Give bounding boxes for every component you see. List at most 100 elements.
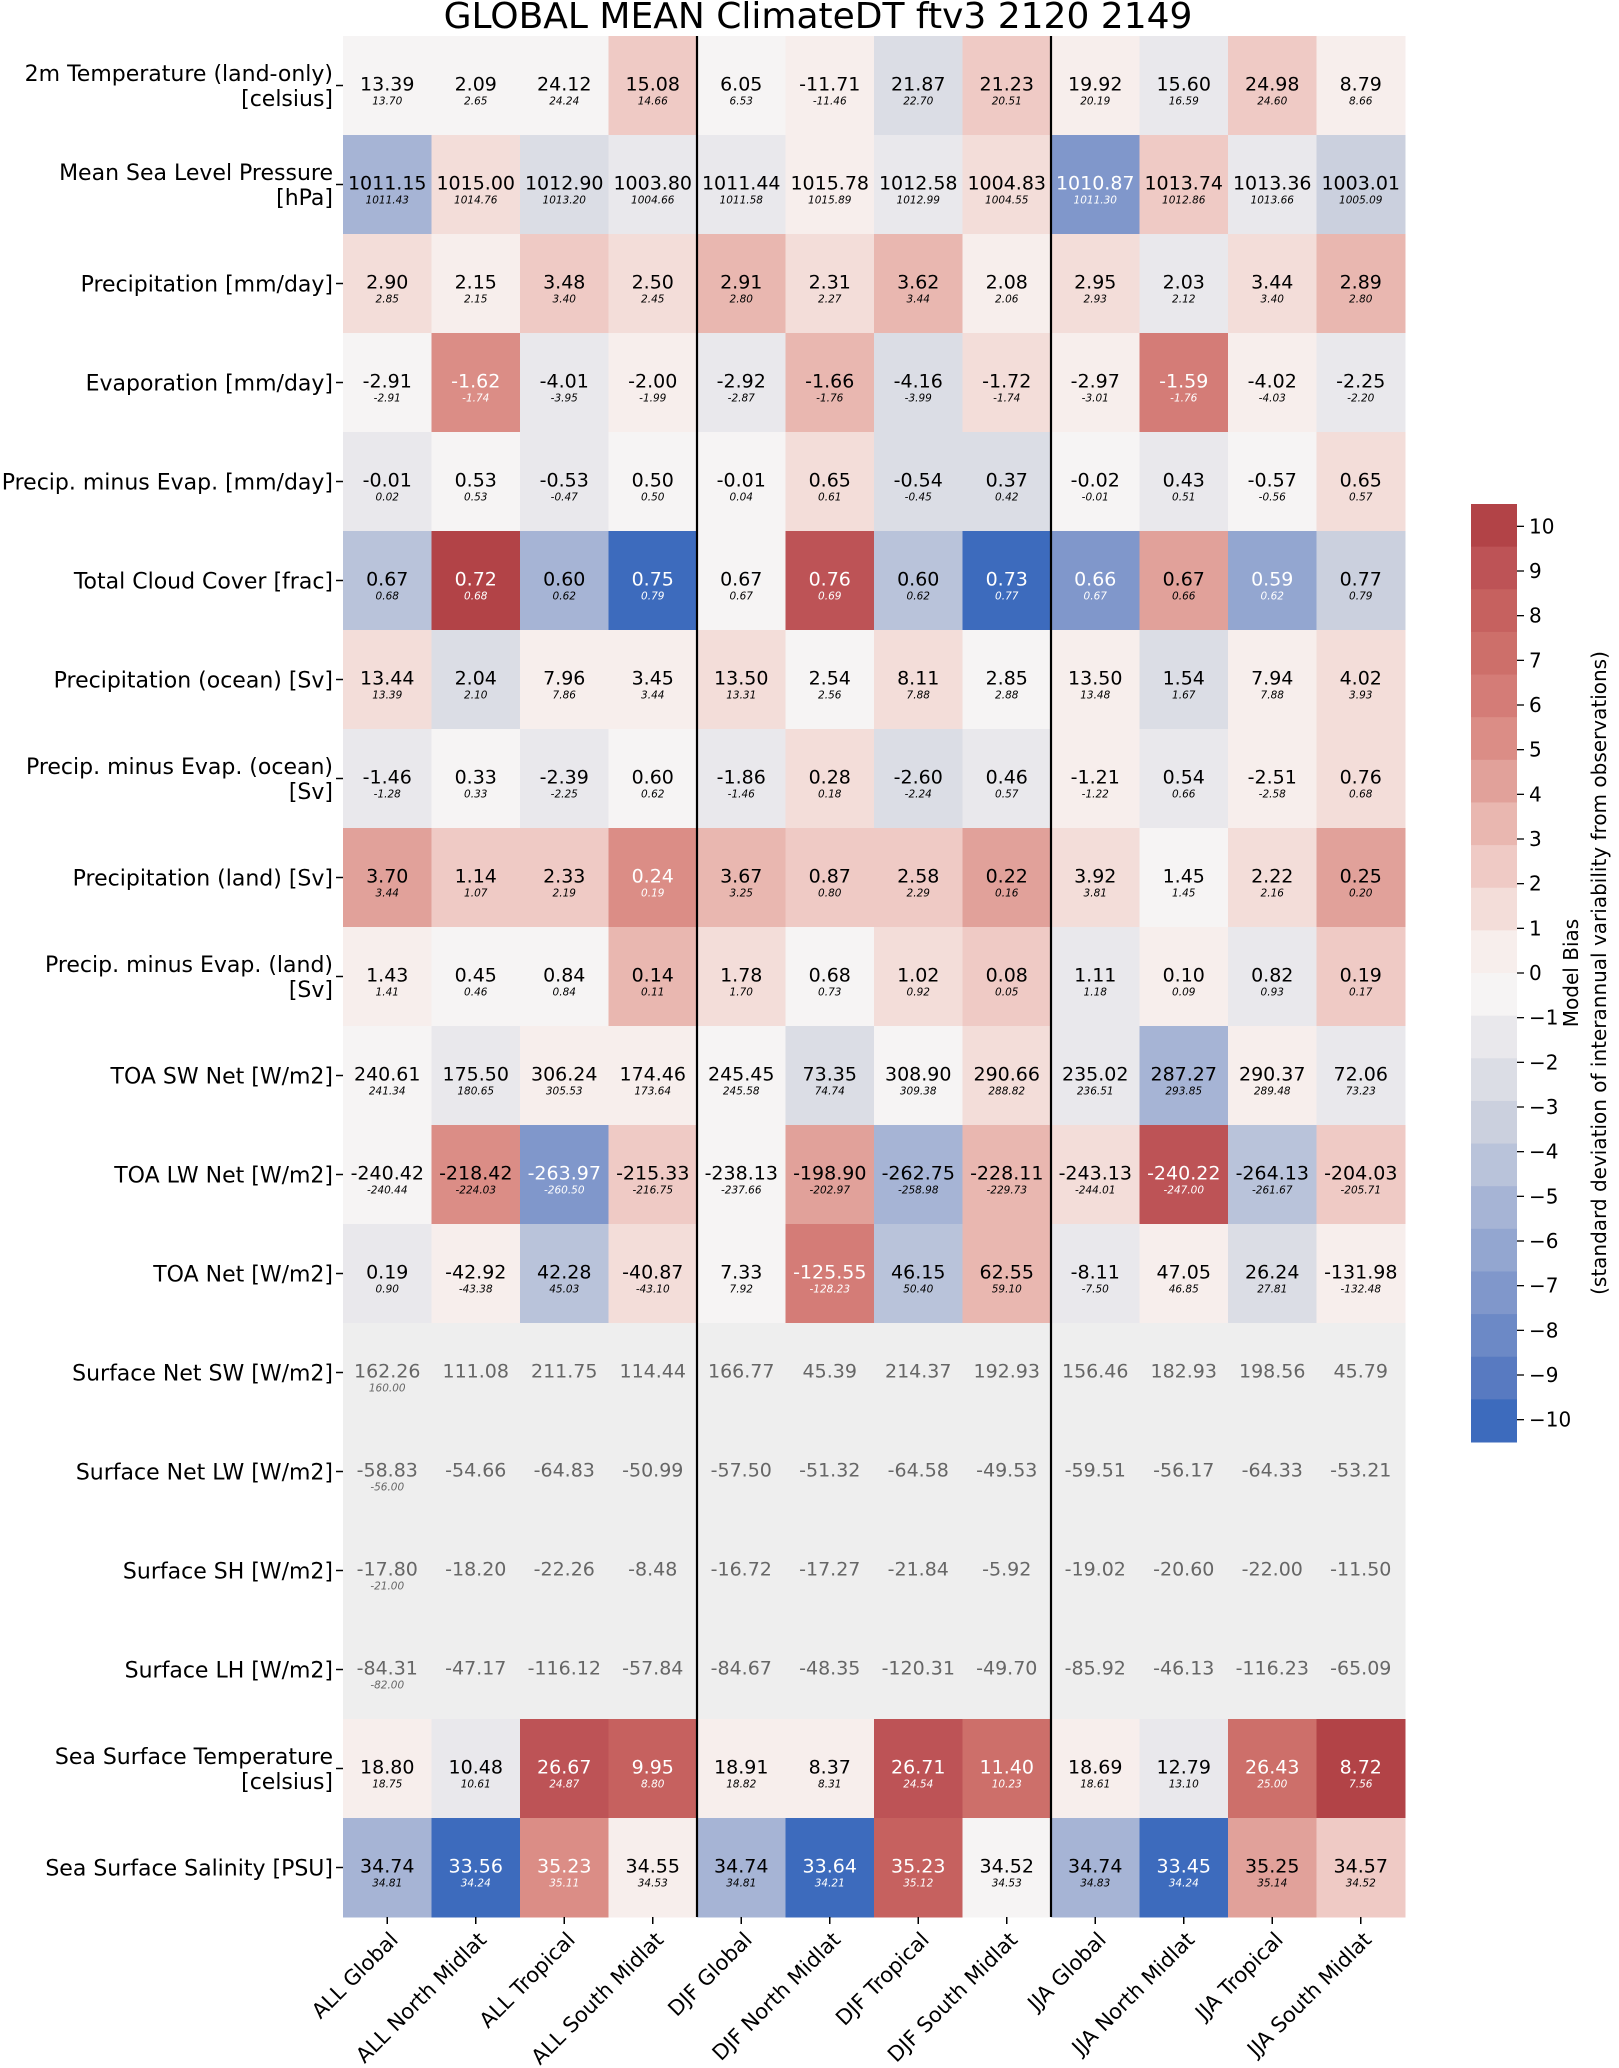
cell-value: 13.44 [360, 668, 414, 690]
heatmap-cell [874, 234, 963, 334]
heatmap-cell [431, 729, 521, 829]
heatmap-cell [874, 1521, 963, 1621]
heatmap-cell [785, 432, 875, 532]
cell-value: 2.95 [1074, 272, 1116, 294]
heatmap-cell [1316, 1026, 1406, 1126]
heatmap-cell [520, 432, 609, 532]
heatmap-cell [697, 1818, 786, 1918]
heatmap-cell [785, 729, 875, 829]
cell-value: 18.91 [714, 1757, 768, 1779]
heatmap-cell [608, 333, 698, 433]
cell-value: -18.20 [445, 1559, 506, 1581]
colorbar-tick-label: 9 [1529, 559, 1542, 583]
cell-reference-value: 0.69 [818, 591, 842, 603]
heatmap-cell [874, 36, 963, 136]
cell-value: -64.58 [888, 1460, 949, 1482]
heatmap-cell [962, 1818, 1052, 1918]
cell-value: -19.02 [1065, 1559, 1126, 1581]
cell-reference-value: 2.80 [730, 294, 754, 306]
cell-value: 2.50 [632, 272, 674, 294]
colorbar-segment [1471, 1314, 1517, 1358]
cell-value: -4.01 [540, 371, 589, 393]
cell-value: 2.58 [897, 866, 939, 888]
cell-value: -85.92 [1065, 1658, 1126, 1680]
cell-reference-value: -3.95 [551, 393, 578, 405]
heatmap-cell [431, 1422, 521, 1522]
heatmap-cell [608, 1323, 698, 1423]
cell-reference-value: 0.17 [1349, 987, 1373, 999]
heatmap-cell [1316, 630, 1406, 730]
cell-value: 0.10 [1163, 965, 1205, 987]
heatmap-cell [608, 927, 698, 1027]
cell-reference-value: 7.88 [907, 690, 931, 702]
cell-reference-value: 1015.89 [808, 195, 852, 207]
cell-value: -116.12 [528, 1658, 601, 1680]
cell-value: 33.45 [1157, 1856, 1211, 1878]
heatmap-cell [1139, 630, 1229, 730]
cell-value: 26.43 [1245, 1757, 1299, 1779]
cell-reference-value: 2.10 [464, 690, 488, 702]
heatmap-cell [1316, 1125, 1406, 1225]
cell-reference-value: 0.84 [553, 987, 576, 999]
cell-value: 2.22 [1251, 866, 1293, 888]
cell-value: -20.60 [1153, 1559, 1214, 1581]
row-label: 2m Temperature (land-only) [25, 62, 333, 87]
cell-reference-value: 0.46 [464, 987, 488, 999]
cell-value: 6.05 [720, 74, 762, 96]
cell-reference-value: 0.62 [553, 591, 577, 603]
heatmap-cell [520, 630, 609, 730]
heatmap-cell [608, 1719, 698, 1819]
cell-reference-value: 1.67 [1172, 690, 1196, 702]
colorbar-tick-label: −9 [1529, 1363, 1558, 1387]
heatmap-cell [1228, 1026, 1317, 1126]
cell-reference-value: 1004.66 [631, 195, 675, 207]
cell-reference-value: -261.67 [1252, 1185, 1293, 1197]
heatmap-cell [520, 333, 609, 433]
cell-value: 12.79 [1157, 1757, 1211, 1779]
cell-value: 3.70 [366, 866, 408, 888]
row-label: [celsius] [241, 87, 333, 112]
cell-reference-value: 3.25 [730, 888, 754, 900]
cell-value: 211.75 [531, 1361, 597, 1383]
cell-reference-value: 0.62 [1261, 591, 1285, 603]
cell-reference-value: 24.54 [903, 1779, 933, 1791]
cell-reference-value: 0.51 [1172, 492, 1195, 504]
cell-value: -49.53 [976, 1460, 1037, 1482]
row-labels: 2m Temperature (land-only)[celsius]Mean … [2, 62, 343, 1882]
cell-value: -4.16 [894, 371, 943, 393]
heatmap-cell [1228, 1719, 1317, 1819]
cell-value: -22.00 [1242, 1559, 1303, 1581]
cell-reference-value: 10.23 [992, 1779, 1022, 1791]
cell-value: 1011.44 [702, 173, 781, 195]
row-label: [hPa] [276, 186, 333, 211]
cell-value: -51.32 [799, 1460, 860, 1482]
cell-value: 35.23 [537, 1856, 591, 1878]
heatmap-cell [785, 1620, 875, 1720]
cell-reference-value: 305.53 [546, 1086, 583, 1098]
cell-value: 0.60 [632, 767, 674, 789]
row-label: Evaporation [mm/day] [86, 372, 333, 397]
heatmap-cell [697, 135, 786, 235]
cell-value: 1013.74 [1144, 173, 1223, 195]
cell-reference-value: 3.40 [553, 294, 577, 306]
cell-value: -1.21 [1071, 767, 1120, 789]
cell-value: -2.91 [363, 371, 412, 393]
cell-reference-value: 241.34 [369, 1086, 406, 1098]
cell-reference-value: 35.14 [1257, 1878, 1287, 1890]
row-label: TOA SW Net [W/m2] [110, 1065, 334, 1090]
cell-reference-value: 46.85 [1169, 1284, 1199, 1296]
cell-reference-value: 74.74 [815, 1086, 845, 1098]
heatmap-cell [1316, 1818, 1406, 1918]
cell-value: 34.74 [714, 1856, 768, 1878]
cell-reference-value: 2.29 [907, 888, 931, 900]
heatmap-cell [520, 1620, 609, 1720]
cell-value: 192.93 [974, 1361, 1040, 1383]
cell-value: -65.09 [1330, 1658, 1391, 1680]
heatmap-cell [697, 1026, 786, 1126]
heatmap-cell [874, 630, 963, 730]
cell-value: 9.95 [632, 1757, 674, 1779]
cell-value: 24.12 [537, 74, 591, 96]
heatmap-cell [1139, 1224, 1229, 1324]
cell-reference-value: 2.88 [995, 690, 1019, 702]
